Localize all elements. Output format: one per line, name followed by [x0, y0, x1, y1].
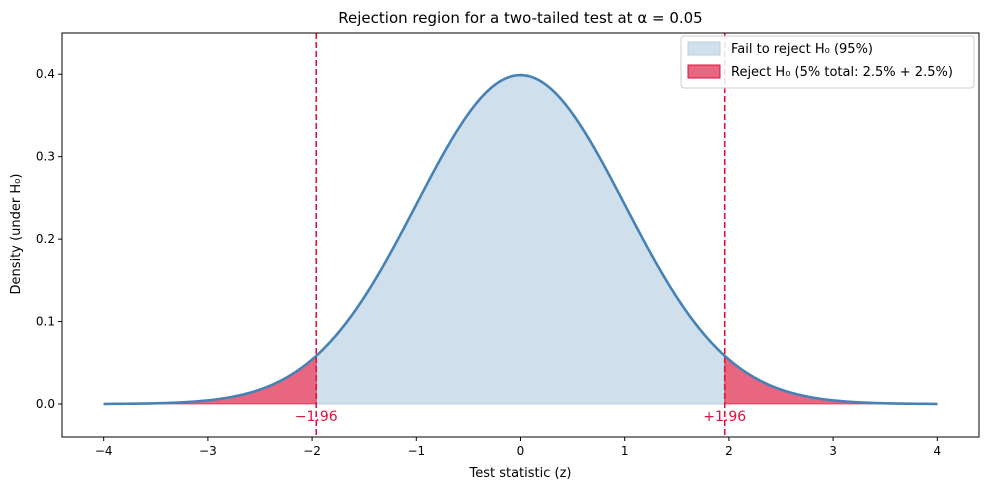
x-tick-label: −4 [95, 444, 113, 458]
y-axis-ticks: 0.0 0.1 0.2 0.3 0.4 [36, 67, 62, 411]
density-curve-group [103, 73, 938, 406]
legend-swatch-fail-to-reject [687, 41, 721, 56]
y-tick-label: 0.3 [36, 150, 55, 164]
legend-label-fail-to-reject: Fail to reject H₀ (95%) [731, 42, 873, 57]
x-tick-label: 0 [517, 444, 525, 458]
critical-value-labels: −1.96 +1.96 [295, 409, 746, 425]
x-tick-label: 3 [829, 444, 837, 458]
y-axis-label: Density (under H₀) [9, 174, 24, 295]
x-tick-label: −1 [407, 444, 425, 458]
critical-label-left: −1.96 [295, 409, 338, 425]
y-tick-label: 0.2 [36, 232, 55, 246]
legend: Fail to reject H₀ (95%) Reject H₀ (5% to… [680, 35, 975, 89]
fail-to-reject-region [315, 74, 726, 405]
x-tick-label: 2 [725, 444, 733, 458]
chart-title: Rejection region for a two-tailed test a… [338, 9, 702, 27]
y-tick-label: 0.1 [36, 315, 55, 329]
x-axis-ticks: −4 −3 −2 −1 0 1 2 3 4 [95, 437, 941, 458]
x-tick-label: 1 [621, 444, 629, 458]
y-tick-label: 0.0 [36, 397, 55, 411]
critical-label-right: +1.96 [703, 409, 746, 425]
x-axis-label: Test statistic (z) [468, 466, 571, 481]
density-curve [103, 73, 938, 406]
x-tick-label: −2 [303, 444, 321, 458]
legend-label-reject: Reject H₀ (5% total: 2.5% + 2.5%) [731, 65, 953, 80]
critical-lines [315, 33, 726, 437]
y-tick-label: 0.4 [36, 67, 55, 81]
region-fills [103, 74, 938, 405]
x-tick-label: 4 [933, 444, 941, 458]
legend-box [680, 35, 975, 89]
legend-swatch-reject [687, 64, 721, 79]
x-tick-label: −3 [199, 444, 217, 458]
